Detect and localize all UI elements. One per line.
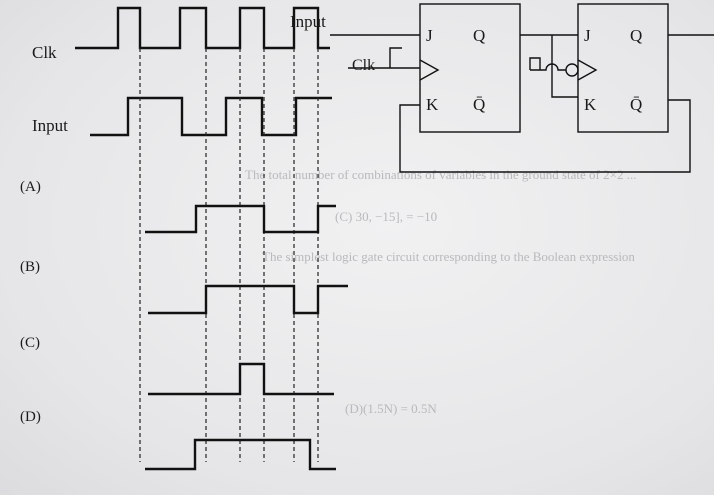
ff1-k-feedback bbox=[399, 99, 691, 173]
ff1-qbar-pin-label: Q̄ bbox=[473, 95, 486, 114]
background-text: The simplest logic gate circuit correspo… bbox=[262, 249, 635, 264]
option-c-waveform bbox=[148, 362, 334, 396]
option-b-waveform bbox=[148, 284, 348, 315]
ff2-q-pin-label: Q bbox=[630, 26, 643, 45]
circuit-input-label: Input bbox=[290, 12, 326, 31]
ff1-k-pin-label: K bbox=[426, 95, 439, 114]
background-text: The total number of combinations of vari… bbox=[245, 167, 637, 182]
clk-wire-ff2 bbox=[530, 63, 566, 71]
option-d-label: (D) bbox=[20, 409, 41, 425]
ff2-k-pin-label: K bbox=[584, 95, 597, 114]
option-c-label: (C) bbox=[20, 335, 40, 351]
option-a-label: (A) bbox=[20, 179, 41, 195]
clk-wire-ff2-feed bbox=[529, 57, 541, 70]
ff1-clock-triangle bbox=[419, 59, 440, 81]
clk-waveform bbox=[75, 6, 330, 50]
q1-to-k2-wire bbox=[551, 35, 578, 98]
input-waveform bbox=[90, 96, 332, 137]
circuit-clk-label: Clk bbox=[352, 57, 376, 74]
ff1-j-pin-label: J bbox=[426, 26, 433, 45]
ff2-clock-bubble bbox=[565, 63, 579, 77]
input-waveform-label: Input bbox=[32, 116, 68, 135]
ff2-clock-triangle bbox=[577, 59, 598, 81]
clk-waveform-label: Clk bbox=[32, 43, 57, 62]
option-d-waveform bbox=[145, 438, 336, 471]
ff2-qbar-pin-label: Q̄ bbox=[630, 95, 643, 114]
option-b-label: (B) bbox=[20, 259, 40, 275]
background-text: (C) 30, −15], = −10 bbox=[335, 209, 438, 224]
option-a-waveform bbox=[145, 204, 336, 234]
ff1-q-pin-label: Q bbox=[473, 26, 486, 45]
background-text: (D)(1.5N) = 0.5N bbox=[345, 401, 437, 416]
ff2-j-pin-label: J bbox=[584, 26, 591, 45]
clk-wire-branch bbox=[389, 47, 402, 68]
